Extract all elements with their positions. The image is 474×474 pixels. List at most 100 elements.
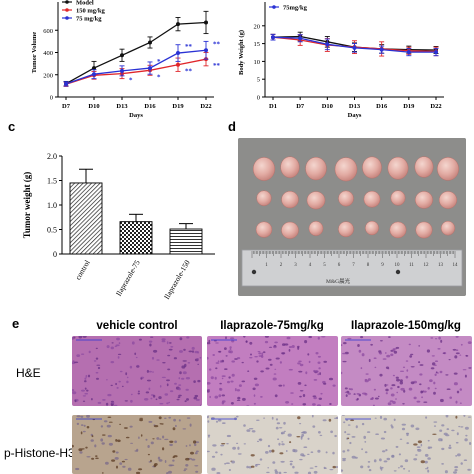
cell-nucleus	[387, 402, 392, 406]
cell-nucleus	[341, 371, 343, 375]
cell-nucleus	[249, 341, 253, 345]
cell-nucleus	[278, 442, 281, 446]
ruler-number: 1	[265, 263, 268, 268]
cell-nucleus	[341, 415, 345, 416]
ruler-number: 9	[381, 263, 384, 268]
cell-nucleus	[434, 360, 439, 362]
cell-nucleus	[465, 434, 468, 437]
cell-nucleus	[236, 442, 239, 444]
cell-nucleus	[385, 392, 388, 395]
cell-nucleus	[403, 389, 406, 393]
cell-nucleus	[395, 376, 399, 379]
cell-nucleus	[449, 396, 452, 399]
legend-marker	[65, 0, 69, 4]
cell-nucleus	[427, 439, 430, 442]
x-axis-label: Days	[129, 112, 143, 119]
cell-nucleus	[342, 459, 346, 462]
tumor-volume-chart: 0 200 400 600 D7 D10 D13 D16 D19 D22 Days Tumor Vol…	[0, 0, 230, 122]
cell-nucleus	[106, 379, 108, 381]
cell-nucleus	[399, 438, 403, 440]
cell-nucleus	[80, 415, 84, 418]
cell-nucleus	[121, 385, 124, 388]
column-label-ilaprazole-150: Ilaprazole-150mg/kg	[351, 320, 461, 332]
tumor-photo-svg: 1 2 3 4 5 6 7 8 9 10 11 12 13 14 M&G晨光	[238, 138, 466, 296]
ruler-number: 12	[424, 263, 430, 268]
cell-nucleus	[127, 467, 132, 471]
cell-nucleus	[221, 401, 225, 405]
cell-nucleus	[433, 391, 436, 395]
cell-nucleus	[288, 346, 293, 348]
panel-label-e: e	[12, 316, 20, 331]
cell-nucleus	[254, 356, 258, 358]
cell-nucleus	[151, 356, 155, 360]
cell-nucleus	[467, 468, 471, 471]
ruler-number: 8	[367, 263, 370, 268]
cell-nucleus	[225, 462, 230, 464]
cell-nucleus	[75, 467, 80, 471]
histology-texture	[72, 415, 200, 474]
cell-nucleus	[455, 336, 459, 338]
cell-nucleus	[261, 352, 264, 356]
cell-nucleus	[190, 451, 194, 455]
tumor-weight-chart: 0 0.5 1.0 1.5 2.0 Tumor weight (g) control Ilap…	[0, 130, 230, 310]
cell-nucleus	[242, 397, 246, 401]
y-tick-label: 1.0	[47, 201, 57, 210]
cell-nucleus	[342, 360, 347, 363]
cell-nucleus	[310, 451, 314, 453]
cell-nucleus	[186, 417, 191, 419]
cell-nucleus	[166, 341, 169, 345]
cell-nucleus	[302, 394, 306, 397]
cell-nucleus	[328, 418, 332, 422]
cell-nucleus	[175, 424, 177, 428]
cell-nucleus	[115, 382, 117, 386]
cell-nucleus	[299, 423, 302, 425]
cell-nucleus	[282, 384, 285, 387]
cell-nucleus	[405, 375, 409, 379]
cell-nucleus	[169, 440, 174, 443]
cell-nucleus	[469, 442, 472, 445]
cell-nucleus	[212, 444, 217, 447]
cell-nucleus	[274, 341, 278, 344]
cell-nucleus	[307, 453, 310, 455]
cell-nucleus	[325, 451, 328, 454]
cell-nucleus	[237, 357, 241, 360]
cell-nucleus	[249, 428, 254, 430]
tumor	[308, 221, 324, 236]
panel-label-d: d	[228, 119, 236, 134]
cell-nucleus	[415, 454, 418, 456]
cell-nucleus	[413, 458, 418, 461]
row-label-he: H&E	[16, 366, 41, 380]
cell-nucleus	[467, 416, 472, 418]
histology-texture	[341, 415, 472, 474]
bar	[169, 228, 203, 255]
cell-nucleus	[463, 415, 466, 417]
cell-nucleus	[225, 355, 228, 357]
cell-nucleus	[432, 362, 436, 366]
series-line	[65, 21, 207, 85]
histology-texture	[207, 415, 338, 474]
cell-nucleus	[250, 353, 252, 356]
legend-label: 150 mg/kg	[76, 8, 105, 15]
cell-nucleus	[374, 417, 377, 419]
ruler-number: 7	[352, 263, 355, 268]
cell-nucleus	[150, 336, 154, 338]
cell-nucleus	[168, 401, 171, 404]
cell-nucleus	[415, 427, 420, 431]
cell-nucleus	[319, 372, 321, 376]
cell-nucleus	[308, 336, 312, 339]
cell-nucleus	[218, 350, 222, 353]
cell-nucleus	[226, 443, 229, 445]
cell-nucleus	[185, 377, 190, 380]
cell-nucleus	[315, 370, 319, 373]
cell-nucleus	[390, 387, 393, 390]
cell-nucleus	[342, 457, 347, 460]
cell-nucleus	[262, 351, 266, 354]
cell-nucleus	[405, 360, 409, 362]
cell-nucleus	[347, 424, 351, 426]
cell-nucleus	[176, 398, 180, 401]
cell-nucleus	[85, 446, 88, 449]
cell-nucleus	[309, 467, 314, 469]
cell-nucleus	[298, 370, 303, 373]
cell-nucleus	[101, 472, 104, 474]
cell-nucleus	[464, 374, 467, 378]
